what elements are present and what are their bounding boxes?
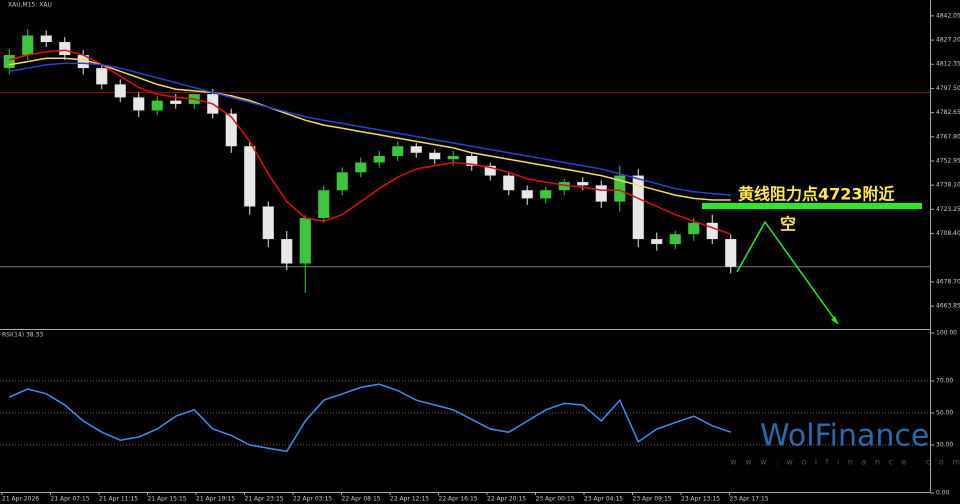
x-tick-label: 21 Apr 2026 [2, 496, 39, 503]
rsi-line [9, 383, 732, 453]
candle-body [59, 42, 71, 56]
candle-body [632, 175, 644, 240]
x-tick-label: 21 Apr 19:15 [196, 496, 235, 503]
candle-body [651, 239, 663, 244]
candle-body [466, 156, 478, 166]
candle-body [410, 146, 422, 153]
y-tick-label: 4723.25 [936, 206, 960, 213]
resistance-bar [702, 203, 922, 209]
candle-body [540, 190, 552, 199]
x-tick-label: 21 Apr 07:15 [51, 496, 90, 503]
candle-body [262, 206, 274, 240]
candle-body [429, 152, 441, 160]
annotation: 黄线阻力点4723附近 [738, 185, 895, 204]
x-tick-label: 22 Apr 20:15 [487, 496, 526, 503]
watermark-url: w w w . w o l f i n a n c e . c o m [730, 458, 960, 467]
x-tick-label: 22 Apr 12:15 [390, 496, 429, 503]
candle-body [688, 222, 700, 235]
rsi-tick-label: 0.00 [936, 490, 950, 497]
candle-body [225, 113, 237, 147]
y-tick-label: 4767.80 [936, 133, 960, 140]
candle-body [614, 175, 626, 202]
candle-body [595, 185, 607, 202]
candle-body [725, 239, 737, 267]
candle-body [299, 217, 311, 264]
candle-body [669, 234, 681, 244]
y-tick-label: 4797.50 [936, 85, 960, 92]
moving-average [9, 62, 731, 196]
x-tick-label: 21 Apr 15:15 [148, 496, 187, 503]
y-tick-label: 4663.85 [936, 303, 960, 310]
candle-body [558, 182, 570, 191]
annotation-2: 空 [780, 215, 796, 234]
candle-body [336, 172, 348, 191]
candle-body [447, 156, 459, 160]
candle-body [521, 190, 533, 199]
x-tick-label: 23 Apr 09:15 [633, 496, 672, 503]
forecast-arrow [736, 220, 839, 325]
candle-body [40, 35, 52, 43]
y-tick-label: 4842.05 [936, 12, 960, 19]
moving-average [9, 57, 731, 201]
rsi-tick-label: 30.00 [936, 442, 953, 449]
candle-body [244, 146, 256, 207]
candle-body [170, 100, 182, 104]
x-tick-label: 23 Apr 00:15 [536, 496, 575, 503]
candle-body [3, 55, 15, 69]
y-tick-label: 4708.40 [936, 230, 960, 237]
candle-body [503, 175, 515, 191]
candle-body [706, 222, 718, 240]
candle-body [96, 68, 108, 85]
arrow-head [831, 316, 838, 324]
rsi-label: RSI(14) 38.33 [2, 332, 43, 339]
x-tick-label: 21 Apr 23:15 [245, 496, 284, 503]
y-tick-label: 4678.70 [936, 278, 960, 285]
candle-body [373, 156, 385, 163]
candle-body [281, 239, 293, 264]
candle-body [133, 97, 145, 111]
chart-title: XAU,M15: XAU [8, 2, 52, 9]
y-tick-label: 4752.95 [936, 157, 960, 164]
y-tick-label: 4782.65 [936, 109, 960, 116]
rsi-tick-label: 70.00 [936, 378, 953, 385]
x-tick-label: 22 Apr 03:15 [293, 496, 332, 503]
candle-body [22, 35, 34, 56]
y-tick-label: 4812.35 [936, 61, 960, 68]
candle-body [577, 182, 589, 186]
x-tick-label: 23 Apr 04:15 [584, 496, 623, 503]
x-tick-label: 21 Apr 11:15 [99, 496, 138, 503]
x-tick-label: 22 Apr 16:15 [439, 496, 478, 503]
candle-body [484, 165, 496, 176]
y-tick-label: 4827.20 [936, 37, 960, 44]
candle-body [392, 146, 404, 157]
x-tick-label: 23 Apr 13:15 [681, 496, 720, 503]
watermark: WolFinance [760, 419, 929, 454]
x-tick-label: 22 Apr 08:15 [342, 496, 381, 503]
candle-body [114, 84, 126, 98]
y-tick-label: 4738.10 [936, 182, 960, 189]
candle-body [77, 55, 89, 69]
x-tick-label: 23 Apr 17:15 [730, 496, 769, 503]
candle-body [151, 100, 163, 111]
rsi-tick-label: 50.00 [936, 410, 953, 417]
candle-body [355, 162, 367, 173]
rsi-tick-label: 100.00 [936, 330, 957, 337]
candle-body [318, 190, 330, 218]
moving-average [9, 49, 732, 235]
